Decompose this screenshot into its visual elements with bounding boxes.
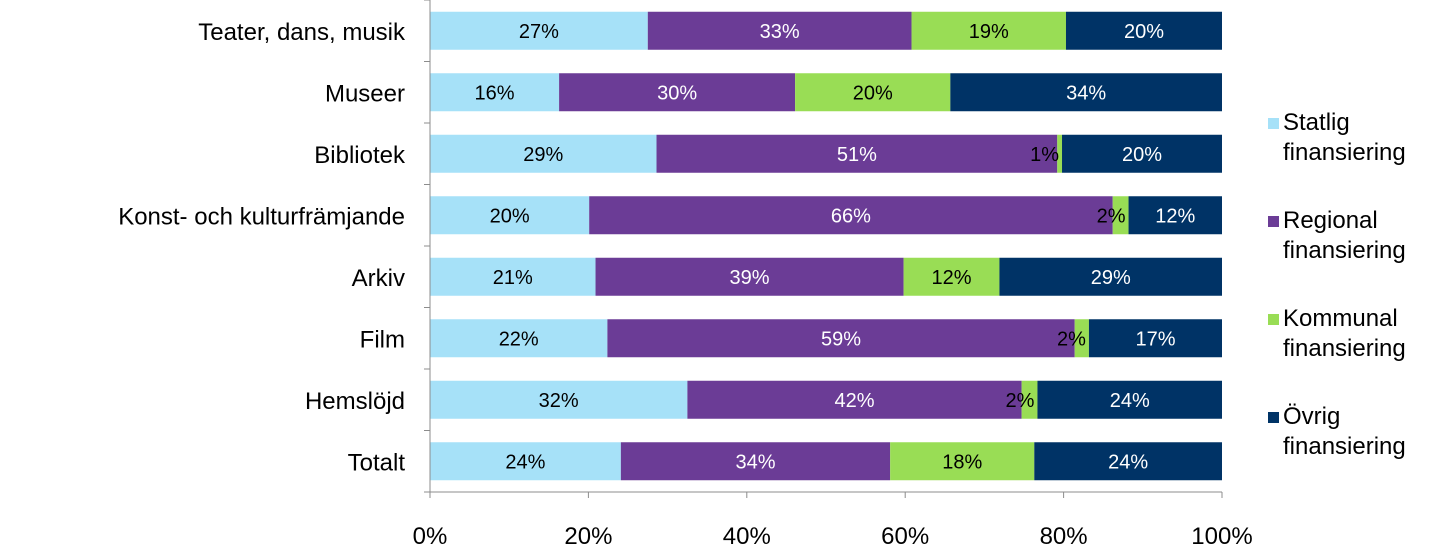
axes-layer: Teater, dans, musik Museer Bibliotek Konst-… xyxy=(118,0,1253,550)
data-label: 20% xyxy=(490,205,530,227)
bar-segment xyxy=(1037,380,1222,419)
data-label: 2% xyxy=(1057,328,1086,350)
bar-segment xyxy=(589,196,1113,235)
data-label: 12% xyxy=(932,267,972,289)
data-label: 24% xyxy=(1110,390,1150,412)
data-label: 17% xyxy=(1135,328,1175,350)
data-label: 42% xyxy=(834,390,874,412)
bar-segment xyxy=(1112,196,1129,235)
data-label: 29% xyxy=(1091,267,1131,289)
category-label: Film xyxy=(360,326,405,353)
bar-segment xyxy=(1074,319,1089,358)
legend-label: Kommunal finansiering xyxy=(1283,305,1406,362)
bar-segment xyxy=(559,73,796,112)
legend-swatch xyxy=(1268,216,1279,227)
bar-segment xyxy=(950,73,1222,112)
bar-segment xyxy=(687,380,1022,419)
bar-segment xyxy=(999,257,1222,296)
bar-segment xyxy=(890,442,1035,481)
data-label: 29% xyxy=(523,144,563,166)
bar-segment xyxy=(1034,442,1222,481)
legend-swatch xyxy=(1268,118,1279,129)
bar-segment xyxy=(430,11,648,50)
data-label: 34% xyxy=(735,451,775,473)
bar-segment xyxy=(620,442,891,481)
data-label: 34% xyxy=(1066,82,1106,104)
data-label: 2% xyxy=(1006,390,1035,412)
data-label: 20% xyxy=(1122,144,1162,166)
category-label: Konst- och kulturfrämjande xyxy=(118,203,405,230)
bar-segment xyxy=(1062,134,1222,173)
category-label: Bibliotek xyxy=(314,142,406,169)
data-label: 24% xyxy=(1108,451,1148,473)
category-label: Arkiv xyxy=(352,265,405,292)
data-label: 2% xyxy=(1097,205,1126,227)
bar-segment xyxy=(795,73,951,112)
data-label: 16% xyxy=(475,82,515,104)
category-label: Museer xyxy=(325,80,405,107)
bar-segment xyxy=(430,196,590,235)
x-tick-label: 0% xyxy=(413,523,448,550)
category-label: Hemslöjd xyxy=(305,388,405,415)
bar-segment xyxy=(647,11,912,50)
bar-segment xyxy=(656,134,1058,173)
data-label: 20% xyxy=(853,82,893,104)
bar-segment xyxy=(911,11,1066,50)
legend-label: Övrig finansiering xyxy=(1283,403,1406,460)
data-label: 12% xyxy=(1155,205,1195,227)
data-label: 22% xyxy=(499,328,539,350)
x-tick-label: 20% xyxy=(564,523,612,550)
data-label: 18% xyxy=(942,451,982,473)
category-label: Totalt xyxy=(348,449,406,476)
bars-layer: 27% 33% 19% 20% 16% 30% 20% 34% 29% 51% 1% 20% 20% 66… xyxy=(430,11,1222,481)
bar-segment xyxy=(430,380,688,419)
bar-segment xyxy=(1128,196,1222,235)
bar-segment xyxy=(1065,11,1222,50)
bar-segment xyxy=(430,73,560,112)
legend: Statlig finansiering Regional finansiering K… xyxy=(1268,109,1406,460)
data-label: 51% xyxy=(837,144,877,166)
x-tick-label: 80% xyxy=(1040,523,1088,550)
bar-segment xyxy=(430,442,621,481)
legend-label: Regional finansiering xyxy=(1283,207,1406,264)
legend-swatch xyxy=(1268,314,1279,325)
data-label: 20% xyxy=(1124,21,1164,43)
legend-label: Statlig finansiering xyxy=(1283,109,1406,166)
bar-segment xyxy=(430,134,657,173)
bar-segment xyxy=(903,257,1000,296)
bar-segment xyxy=(1088,319,1222,358)
data-label: 21% xyxy=(493,267,533,289)
category-label: Teater, dans, musik xyxy=(198,19,406,46)
data-label: 30% xyxy=(657,82,697,104)
data-label: 19% xyxy=(969,21,1009,43)
bar-segment xyxy=(1057,134,1063,173)
bar-segment xyxy=(595,257,904,296)
data-label: 66% xyxy=(831,205,871,227)
bar-segment xyxy=(430,257,596,296)
data-label: 1% xyxy=(1030,144,1059,166)
data-label: 24% xyxy=(505,451,545,473)
x-tick-label: 100% xyxy=(1191,523,1252,550)
bar-segment xyxy=(607,319,1075,358)
bar-segment xyxy=(430,319,608,358)
bar-segment xyxy=(1021,380,1038,419)
data-label: 33% xyxy=(760,21,800,43)
data-label: 39% xyxy=(730,267,770,289)
data-label: 32% xyxy=(539,390,579,412)
x-tick-label: 60% xyxy=(881,523,929,550)
legend-swatch xyxy=(1268,412,1279,423)
data-label: 59% xyxy=(821,328,861,350)
x-tick-label: 40% xyxy=(723,523,771,550)
data-label: 27% xyxy=(519,21,559,43)
